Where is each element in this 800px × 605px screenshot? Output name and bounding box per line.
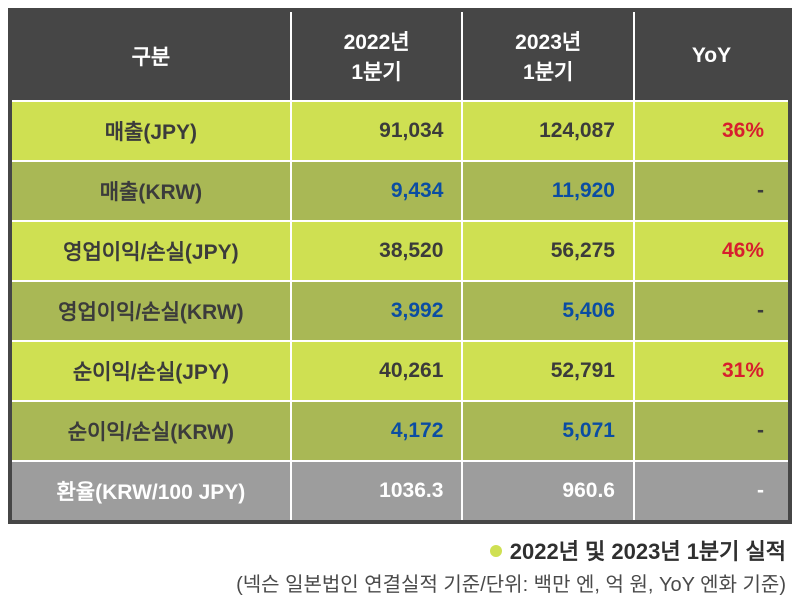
row-label: 매출(JPY): [10, 101, 291, 161]
caption-subtitle: (넥슨 일본법인 연결실적 기준/단위: 백만 엔, 억 원, YoY 엔화 기…: [8, 568, 786, 597]
cell-2023: 56,275: [462, 221, 634, 281]
cell-2023: 5,071: [462, 401, 634, 461]
row-label: 순이익/손실(KRW): [10, 401, 291, 461]
table-row: 영업이익/손실(KRW)3,9925,406-: [10, 281, 790, 341]
caption-title: 2022년 및 2023년 1분기 실적: [510, 539, 786, 564]
cell-yoy: 46%: [634, 221, 790, 281]
col-header-2023q1: 2023년 1분기: [462, 10, 634, 101]
cell-yoy: 31%: [634, 341, 790, 401]
cell-yoy: -: [634, 461, 790, 522]
caption-title-line: 2022년 및 2023년 1분기 실적: [8, 534, 786, 566]
cell-2022: 91,034: [291, 101, 463, 161]
table-caption: 2022년 및 2023년 1분기 실적 (넥슨 일본법인 연결실적 기준/단위…: [8, 534, 792, 597]
earnings-table: 구분 2022년 1분기 2023년 1분기 YoY 매출(JPY)91,034…: [8, 8, 792, 524]
cell-2023: 960.6: [462, 461, 634, 522]
cell-2023: 5,406: [462, 281, 634, 341]
col-header-2022q1: 2022년 1분기: [291, 10, 463, 101]
cell-yoy: -: [634, 401, 790, 461]
row-label: 순이익/손실(JPY): [10, 341, 291, 401]
cell-yoy: -: [634, 161, 790, 221]
row-label: 환율(KRW/100 JPY): [10, 461, 291, 522]
table-body: 매출(JPY)91,034124,08736%매출(KRW)9,43411,92…: [10, 101, 790, 522]
cell-2023: 52,791: [462, 341, 634, 401]
bullet-icon: [490, 545, 502, 557]
cell-2022: 3,992: [291, 281, 463, 341]
row-label: 영업이익/손실(KRW): [10, 281, 291, 341]
table-row: 매출(JPY)91,034124,08736%: [10, 101, 790, 161]
col-header-category: 구분: [10, 10, 291, 101]
cell-2022: 40,261: [291, 341, 463, 401]
table-row: 매출(KRW)9,43411,920-: [10, 161, 790, 221]
cell-2022: 9,434: [291, 161, 463, 221]
col-header-yoy: YoY: [634, 10, 790, 101]
cell-yoy: 36%: [634, 101, 790, 161]
table-header: 구분 2022년 1분기 2023년 1분기 YoY: [10, 10, 790, 101]
row-label: 영업이익/손실(JPY): [10, 221, 291, 281]
table-row: 영업이익/손실(JPY)38,52056,27546%: [10, 221, 790, 281]
table-row: 순이익/손실(JPY)40,26152,79131%: [10, 341, 790, 401]
table-row: 환율(KRW/100 JPY)1036.3960.6-: [10, 461, 790, 522]
cell-2022: 1036.3: [291, 461, 463, 522]
cell-yoy: -: [634, 281, 790, 341]
cell-2023: 11,920: [462, 161, 634, 221]
cell-2022: 4,172: [291, 401, 463, 461]
table-row: 순이익/손실(KRW)4,1725,071-: [10, 401, 790, 461]
cell-2023: 124,087: [462, 101, 634, 161]
row-label: 매출(KRW): [10, 161, 291, 221]
cell-2022: 38,520: [291, 221, 463, 281]
